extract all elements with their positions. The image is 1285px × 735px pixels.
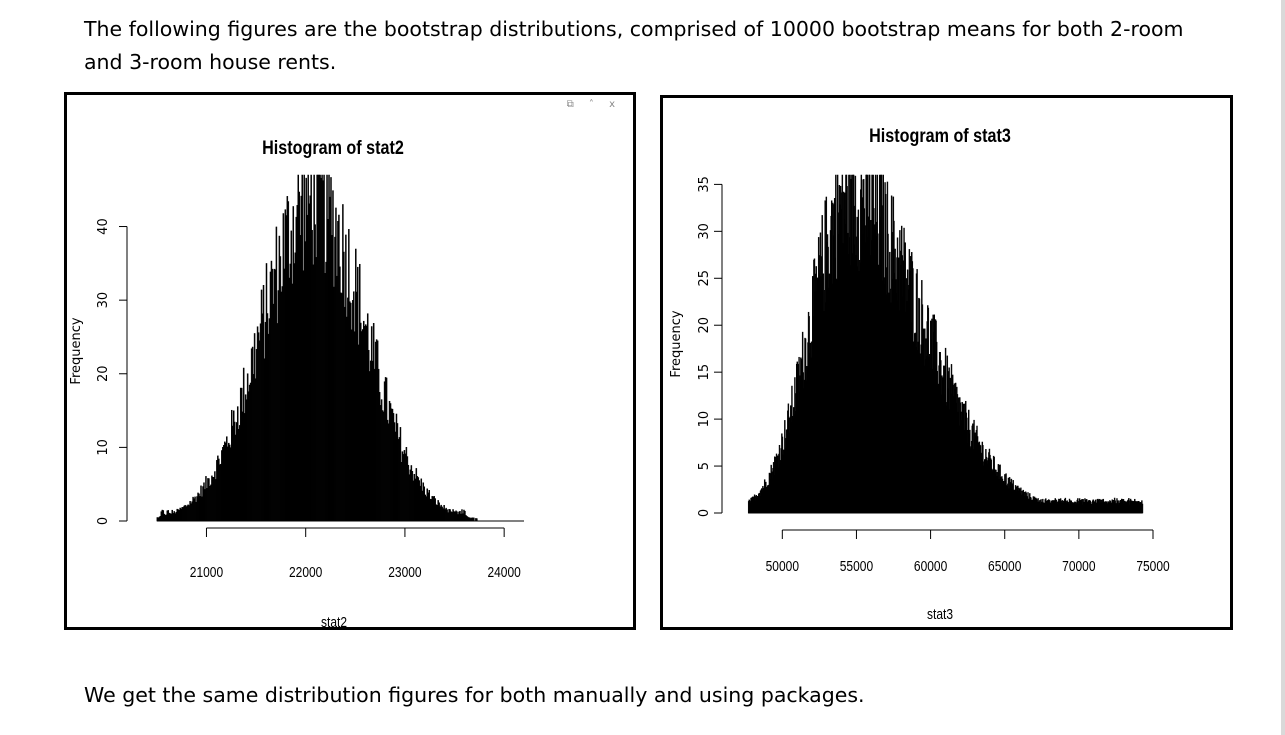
x-tick-label: 60000	[914, 558, 948, 575]
y-tick-label: 5	[697, 462, 712, 470]
x-tick-label: 75000	[1136, 558, 1170, 575]
x-tick-label: 23000	[388, 564, 422, 581]
y-tick-label: 15	[697, 364, 712, 381]
histogram-stat2-svg: Histogram of stat2 21000 22000 23000 24000 st…	[69, 137, 524, 627]
y-tick-label: 30	[96, 292, 111, 309]
x-axis-label: stat3	[927, 606, 953, 623]
y-tick-label: 0	[96, 517, 111, 525]
histogram-bar	[1141, 503, 1144, 514]
y-tick-label: 30	[697, 223, 712, 240]
conclusion-paragraph: We get the same distribution figures for…	[84, 683, 865, 707]
y-tick-label: 0	[697, 509, 712, 517]
histogram-bars	[747, 174, 1144, 514]
y-tick-label: 20	[96, 365, 111, 382]
x-tick-label: 22000	[289, 564, 323, 581]
y-tick-label: 25	[697, 270, 712, 287]
chart-title: Histogram of stat2	[262, 137, 404, 159]
scrollbar-edge[interactable]	[1281, 0, 1285, 735]
x-tick-label: 21000	[190, 564, 224, 581]
x-tick-label: 24000	[487, 564, 521, 581]
y-axis-label: Frequency	[669, 310, 684, 377]
x-axis-label: stat2	[321, 614, 347, 627]
y-axis-label: Frequency	[69, 317, 84, 384]
x-tick-label: 50000	[766, 558, 800, 575]
y-tick-label: 10	[697, 411, 712, 428]
histogram-stat3-svg: Histogram of stat3 50000 55000 60000 65000 70…	[669, 125, 1170, 623]
x-tick-label: 65000	[988, 558, 1022, 575]
histogram-stat2-figure: ⧉ ˄ x Histogram of stat2 21000 22000 23000 2…	[64, 92, 636, 630]
y-tick-label: 40	[96, 218, 111, 235]
y-tick-label: 35	[697, 176, 712, 193]
histogram-bars	[156, 174, 478, 522]
y-tick-label: 20	[697, 317, 712, 334]
intro-paragraph: The following figures are the bootstrap …	[84, 17, 1184, 74]
window-controls[interactable]: ⧉ ˄ x	[566, 99, 621, 110]
y-tick-label: 10	[96, 439, 111, 456]
x-tick-label: 55000	[840, 558, 874, 575]
x-tick-label: 70000	[1062, 558, 1096, 575]
histogram-stat3-figure: Histogram of stat3 50000 55000 60000 65000 70…	[660, 95, 1233, 630]
chart-title: Histogram of stat3	[869, 125, 1011, 147]
